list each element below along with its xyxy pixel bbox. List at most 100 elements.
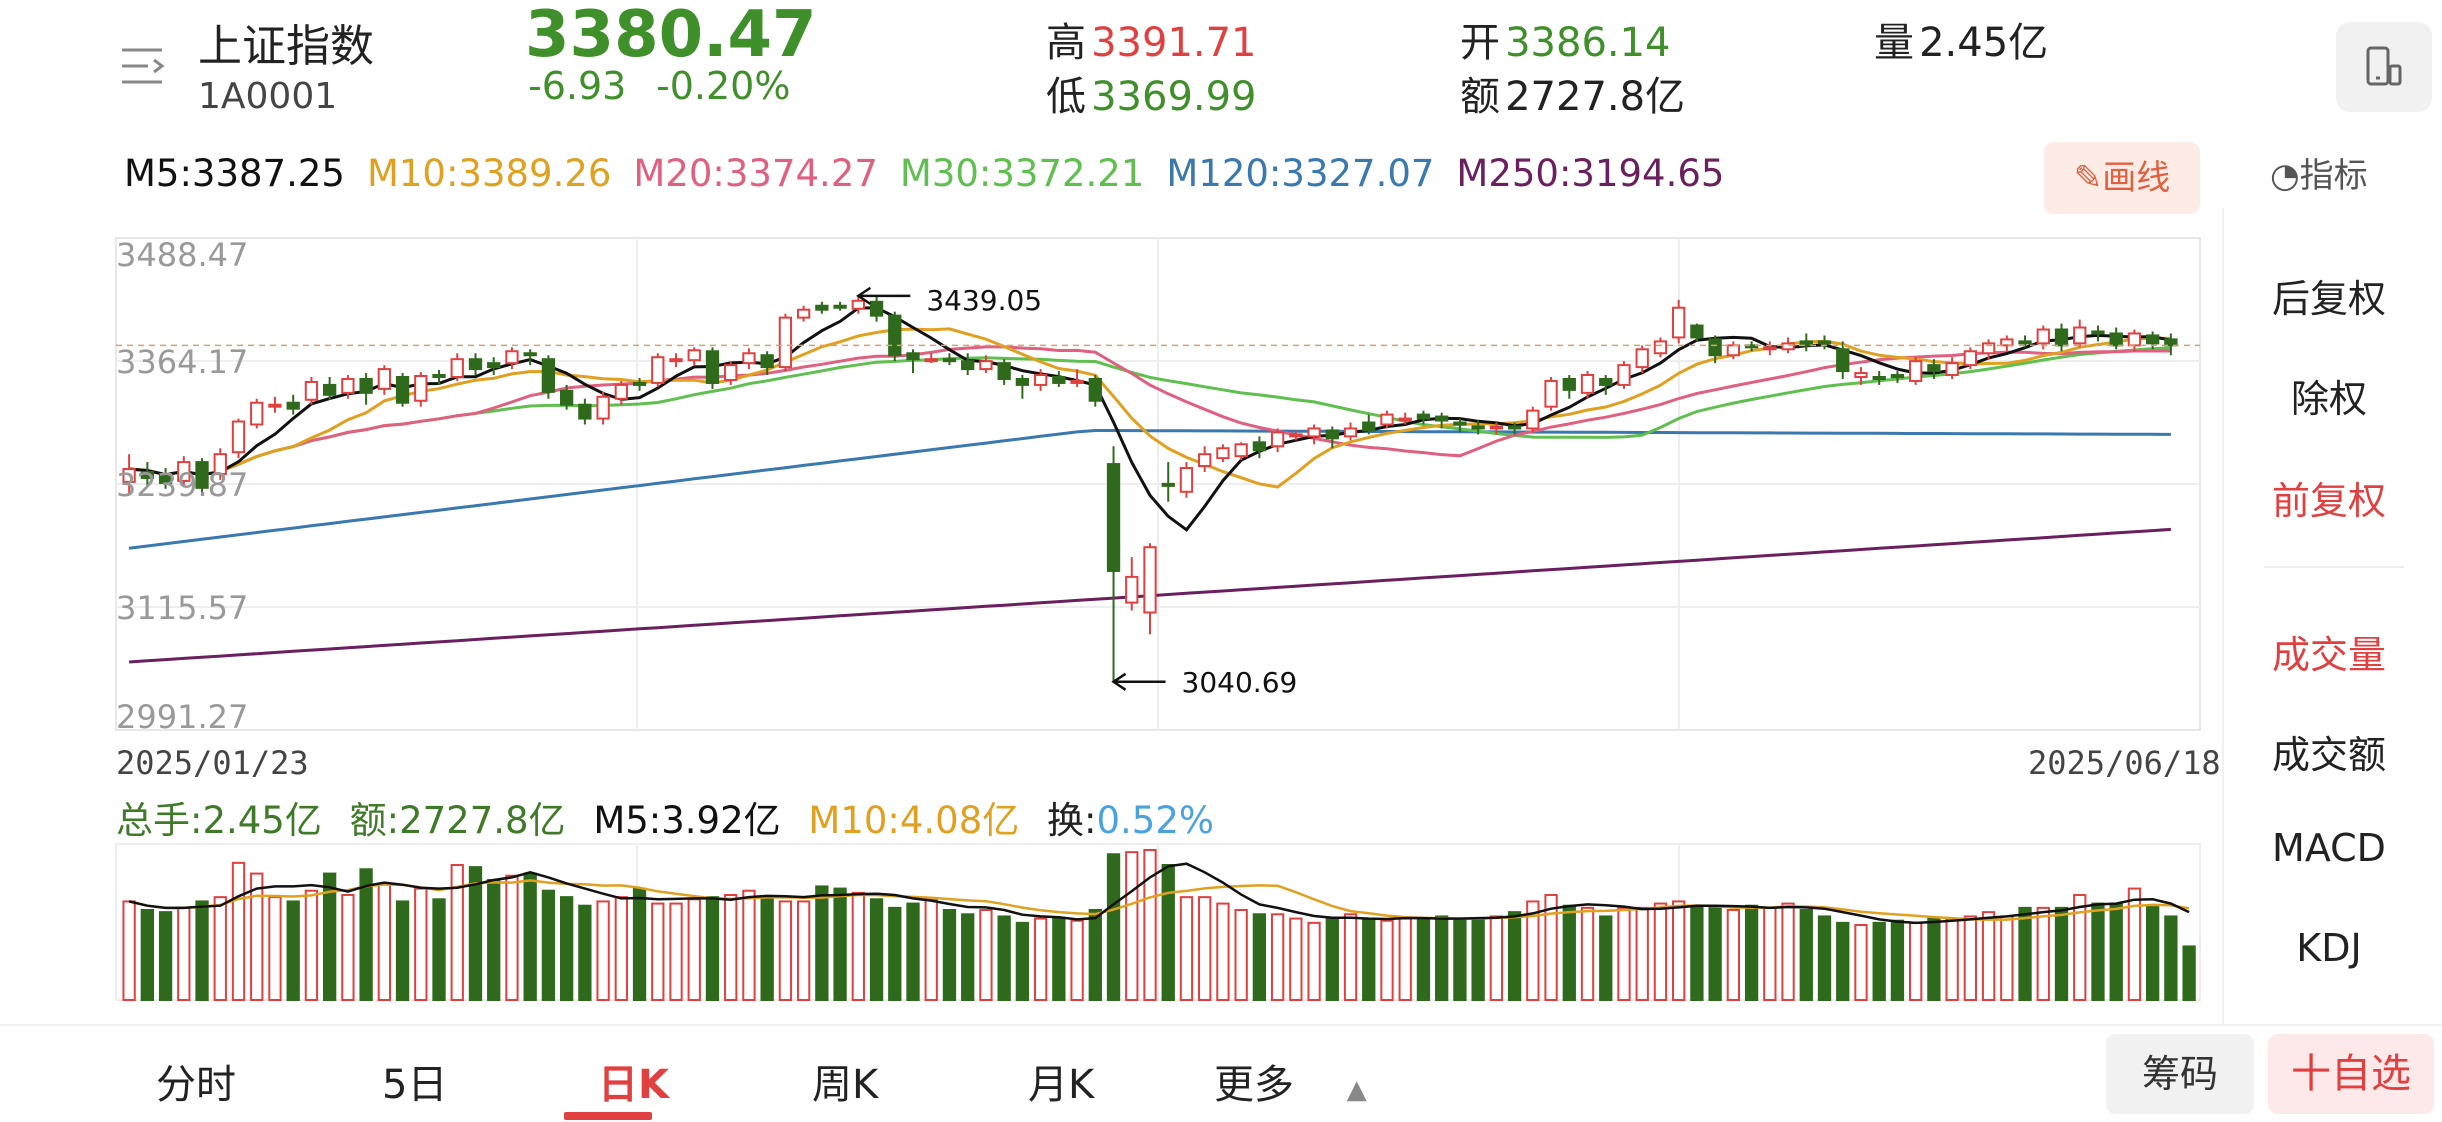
tab-weekly-k[interactable]: 周K: [812, 1062, 879, 1108]
volume-bar: [1471, 917, 1485, 1001]
volume-bar: [1088, 909, 1102, 1001]
candle-body: [1890, 374, 1905, 379]
candle-body: [1398, 417, 1412, 422]
side-item-pre-adjust[interactable]: 前复权: [2271, 479, 2386, 523]
x-start-date: 2025/01/23: [116, 744, 309, 782]
indicator-button[interactable]: ◔指标: [2270, 148, 2368, 197]
candle-body: [1179, 467, 1194, 493]
volume-bar: [2054, 906, 2069, 1001]
tab-daily-k[interactable]: 日K: [598, 1062, 669, 1108]
volume-chart[interactable]: [0, 840, 2230, 1010]
candle-body: [1070, 379, 1084, 384]
pencil-icon: ✎: [2073, 158, 2103, 198]
candle-body: [158, 472, 173, 484]
candlestick-chart[interactable]: 3488.47 3364.17 3239.87 3115.57 2991.27 3439.…: [0, 230, 2230, 750]
candle-body: [1435, 415, 1449, 422]
candle-body: [1635, 348, 1649, 369]
candle-body: [1088, 377, 1102, 402]
candle-body: [1744, 344, 1759, 349]
volume-bar: [1544, 894, 1558, 1001]
volume-bar: [1325, 917, 1339, 1001]
volume-bar: [268, 896, 282, 1001]
volume-bar: [541, 889, 556, 1001]
candle-body: [778, 316, 793, 369]
candle-body: [195, 461, 209, 489]
side-item-post-adjust[interactable]: 后复权: [2271, 277, 2386, 321]
ma30-line: [128, 346, 2171, 477]
candle-body: [1562, 377, 1576, 391]
candle-body: [888, 314, 902, 357]
active-tab-indicator: [564, 1112, 652, 1120]
volume-bar: [1216, 902, 1230, 1002]
tab-more-label: 更多: [1214, 1062, 1294, 1108]
menu-icon[interactable]: [118, 38, 174, 94]
ma-legend-item: M10:3389.26: [366, 152, 612, 195]
amount-value: 2727.8亿: [1505, 74, 1686, 120]
chips-button[interactable]: 筹码: [2106, 1034, 2254, 1114]
y-tick-label: 3364.17: [116, 343, 248, 381]
volume-bar: [250, 872, 264, 1002]
candle-body: [833, 304, 847, 309]
side-item-macd[interactable]: MACD: [2272, 826, 2386, 870]
volume-bar: [505, 874, 519, 1001]
candle-body: [1690, 324, 1704, 339]
candle-body: [2018, 340, 2032, 345]
volume-bar: [979, 909, 993, 1001]
volume-bar: [1653, 902, 1668, 1002]
volume-bar: [1854, 924, 1868, 1001]
volume-bar: [395, 900, 410, 1001]
ma120-line: [128, 429, 2171, 550]
tab-intraday[interactable]: 分时: [156, 1062, 236, 1108]
volume-label: 量: [1874, 20, 1914, 66]
volume-bar: [614, 896, 628, 1001]
candle-body: [231, 420, 246, 454]
list-menu-icon: [122, 48, 165, 84]
stock-name: 上证指数: [198, 21, 374, 72]
candle-body: [377, 368, 391, 390]
min-arrow-head: [1111, 672, 1127, 691]
candle-body: [322, 383, 337, 396]
tab-5day[interactable]: 5日: [382, 1062, 448, 1108]
draw-line-label: 画线: [2102, 158, 2171, 198]
candle-body: [523, 352, 537, 357]
high-value: 3391.71: [1091, 20, 1257, 66]
side-item-amount[interactable]: 成交额: [2271, 733, 2386, 777]
volume-bar: [377, 883, 391, 1001]
candle-body: [1817, 340, 1832, 345]
ma-legend-item: M5:3387.25: [124, 152, 345, 195]
candle-body: [450, 358, 464, 379]
candle-body: [796, 308, 811, 319]
amount-label: 额: [1460, 74, 1500, 120]
volume-bar: [414, 887, 428, 1002]
candle-body: [1380, 413, 1394, 426]
volume-bar: [578, 904, 592, 1001]
side-item-volume[interactable]: 成交量: [2271, 633, 2386, 677]
candle-body: [1234, 443, 1248, 458]
candle-body: [815, 304, 829, 311]
candle-body: [1033, 374, 1048, 386]
volume-bar: [140, 909, 154, 1001]
side-item-kdj[interactable]: KDJ: [2296, 926, 2362, 970]
candle-body: [487, 362, 501, 369]
volume-bar: [1070, 919, 1084, 1001]
ma10-line: [128, 327, 2171, 489]
candle-body: [468, 358, 483, 371]
candle-body: [304, 380, 319, 401]
gauge-icon: ◔: [2270, 156, 2300, 196]
volume-bar: [742, 889, 756, 1001]
tab-monthly-k[interactable]: 月K: [1028, 1062, 1095, 1108]
candle-body: [395, 376, 410, 404]
volume-ma5-line: [128, 862, 2190, 925]
candle-body: [1781, 342, 1795, 351]
landscape-toggle-button[interactable]: [2336, 22, 2432, 112]
volume-bar: [632, 887, 647, 1002]
add-favorite-button[interactable]: 十自选: [2268, 1034, 2434, 1114]
candle-body: [1106, 463, 1121, 572]
volume-bar: [888, 906, 902, 1001]
draw-line-button[interactable]: ✎画线: [2044, 142, 2200, 214]
side-item-ex-right[interactable]: 除权: [2290, 377, 2367, 421]
ma5-line: [128, 306, 2172, 532]
tab-more[interactable]: 更多 ▲: [1214, 1052, 1367, 1110]
volume-bar: [1817, 915, 1832, 1001]
candle-body: [2146, 334, 2160, 345]
